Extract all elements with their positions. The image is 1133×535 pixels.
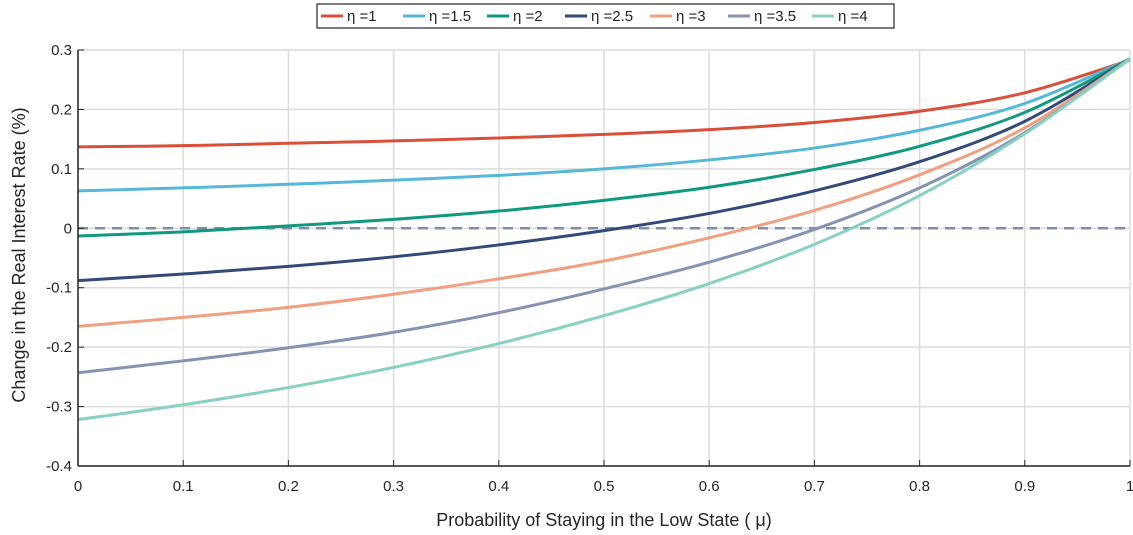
x-axis-label: Probability of Staying in the Low State … bbox=[436, 510, 772, 530]
axes bbox=[77, 49, 1131, 467]
y-tick-label: 0.3 bbox=[51, 42, 72, 59]
y-tick-label: -0.4 bbox=[46, 458, 72, 475]
grid bbox=[77, 49, 1131, 467]
legend-label-2: η =1.5 bbox=[429, 8, 471, 25]
legend-label-7: η =4 bbox=[838, 8, 868, 25]
series-line-2 bbox=[77, 57, 1131, 193]
legend-label-1: η =1 bbox=[347, 8, 377, 25]
y-tick-label: 0 bbox=[64, 220, 72, 237]
x-tick-label: 0.8 bbox=[909, 478, 930, 495]
y-tick-label: -0.1 bbox=[46, 280, 72, 297]
series-line-1 bbox=[77, 58, 1131, 149]
series-line-7 bbox=[77, 57, 1131, 422]
x-tick-label: 0.3 bbox=[383, 478, 404, 495]
legend-label-4: η =2.5 bbox=[591, 8, 633, 25]
x-tick-label: 0.9 bbox=[1014, 478, 1035, 495]
y-tick-label: -0.3 bbox=[46, 399, 72, 416]
y-tick-label: -0.2 bbox=[46, 339, 72, 356]
legend-label-6: η =3.5 bbox=[754, 8, 796, 25]
x-tick-label: 1 bbox=[1126, 478, 1133, 495]
x-tick-label: 0.5 bbox=[594, 478, 615, 495]
x-tick-label: 0 bbox=[74, 478, 82, 495]
x-tick-label: 0.6 bbox=[699, 478, 720, 495]
series-layer bbox=[77, 57, 1131, 422]
legend: η =1 η =1.5 η =2 η =2.5 η =3 η =3.5 η =4 bbox=[316, 3, 895, 29]
tick-labels: 0 0.1 0.2 0.3 0.4 0.5 0.6 0.7 0.8 0.9 10.30.20.10-… bbox=[46, 42, 1133, 495]
series-line-5 bbox=[77, 57, 1131, 328]
legend-label-3: η =2 bbox=[513, 8, 543, 25]
series-line-6 bbox=[77, 57, 1131, 375]
x-tick-label: 0.1 bbox=[173, 478, 194, 495]
x-tick-label: 0.2 bbox=[278, 478, 299, 495]
legend-label-5: η =3 bbox=[676, 8, 706, 25]
y-tick-label: 0.1 bbox=[51, 161, 72, 178]
series-line-3 bbox=[77, 57, 1131, 238]
y-axis-label: Change in the Real Interest Rate (%) bbox=[9, 107, 29, 402]
x-tick-label: 0.4 bbox=[488, 478, 509, 495]
series-line-4 bbox=[77, 57, 1131, 283]
x-tick-label: 0.7 bbox=[804, 478, 825, 495]
y-tick-label: 0.2 bbox=[51, 101, 72, 118]
legend-box bbox=[316, 3, 895, 29]
